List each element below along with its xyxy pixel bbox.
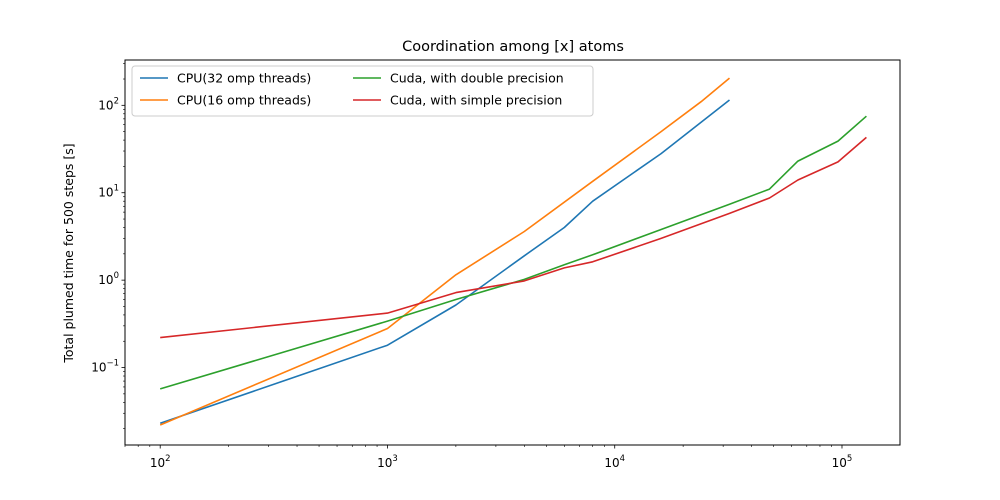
x-tick-label: 103 <box>377 454 398 470</box>
x-tick-label: 104 <box>604 454 625 470</box>
legend-label: CPU(16 omp threads) <box>177 93 311 108</box>
legend-label: Cuda, with simple precision <box>390 93 562 108</box>
legend: CPU(32 omp threads) CPU(16 omp threads) Cu… <box>131 65 594 117</box>
y-axis-label: Total plumed time for 500 steps [s] <box>61 143 76 363</box>
plot-frame <box>124 59 901 446</box>
series-lines <box>159 77 867 426</box>
y-tick-label: 10−1 <box>91 359 119 375</box>
y-tick-label: 100 <box>98 271 119 287</box>
x-tick-label: 105 <box>832 454 853 470</box>
legend-box <box>131 65 594 117</box>
ticks: 102 103 104 105 10−1 100 101 102 <box>91 63 853 470</box>
chart-title: Coordination among [x] atoms <box>402 39 624 55</box>
legend-label: CPU(32 omp threads) <box>177 71 311 86</box>
series-line-3 <box>159 115 867 390</box>
series-line-4 <box>160 136 867 339</box>
series-line-1 <box>159 99 730 425</box>
y-tick-label: 101 <box>98 184 119 200</box>
x-tick-label: 102 <box>150 454 171 470</box>
y-tick-label: 102 <box>98 96 119 112</box>
legend-label: Cuda, with double precision <box>390 71 564 86</box>
series-line-2 <box>159 77 731 426</box>
